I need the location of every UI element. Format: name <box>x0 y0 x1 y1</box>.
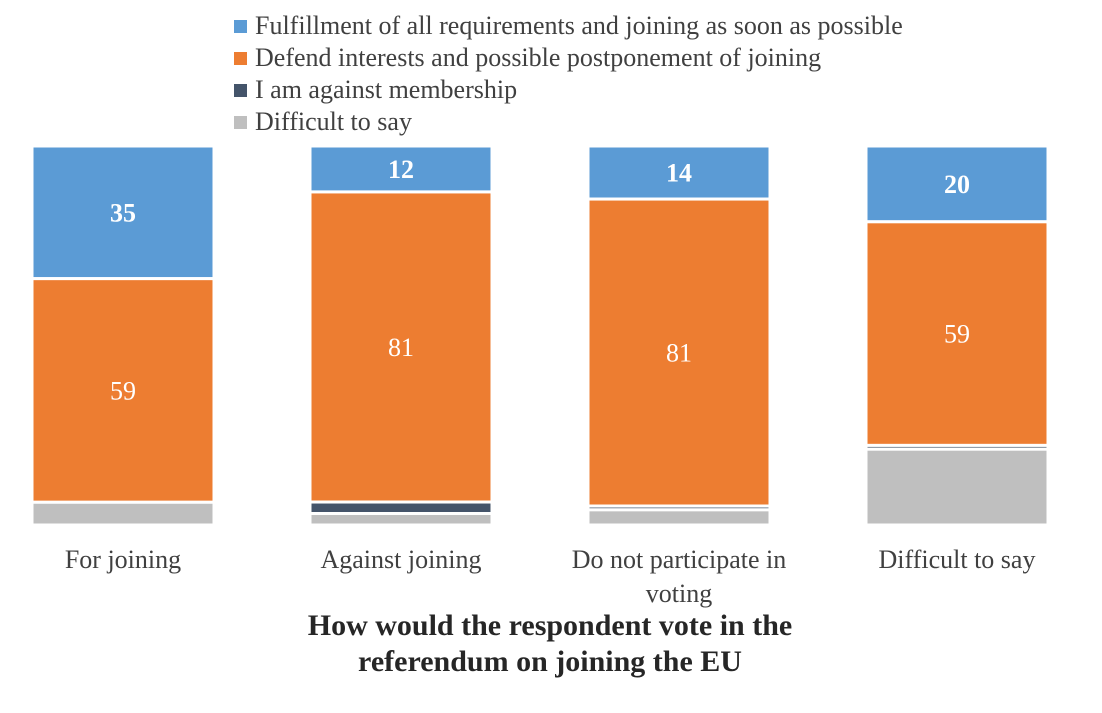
category-label-difficult-to-say: Difficult to say <box>878 545 1036 574</box>
legend-swatch-defend <box>234 51 247 65</box>
bar-segment-difficult-to-say-series-1 <box>864 220 1050 447</box>
legend-item-against: I am against membership <box>234 74 903 106</box>
bar-segment-do-not-participate-in-voting-series-1 <box>586 197 772 508</box>
category-label-for-joining: For joining <box>64 545 182 574</box>
category-label-against-joining: Against joining <box>320 545 482 574</box>
bar-segment-do-not-participate-in-voting-series-3 <box>586 508 772 527</box>
data-label-difficult-to-say-series-0: 20 <box>944 170 970 199</box>
legend-label-defend: Defend interests and possible postponeme… <box>255 43 822 72</box>
data-label-difficult-to-say-series-1: 59 <box>944 320 970 349</box>
legend-item-difficult: Difficult to say <box>234 106 903 138</box>
legend-label-fulfillment: Fulfillment of all requirements and join… <box>255 11 903 40</box>
bar-segment-difficult-to-say-series-0 <box>864 144 1050 224</box>
legend-item-fulfillment: Fulfillment of all requirements and join… <box>234 10 903 42</box>
x-axis-title: How would the respondent vote in the ref… <box>307 609 793 678</box>
legend-swatch-difficult <box>234 115 247 129</box>
bar-segment-against-joining-series-0 <box>308 144 494 194</box>
bar-segment-difficult-to-say-series-3 <box>864 447 1050 527</box>
data-label-against-joining-series-1: 81 <box>388 333 414 362</box>
data-label-do-not-participate-in-voting-series-0: 14 <box>666 159 692 188</box>
legend-swatch-against <box>234 83 247 97</box>
legend-item-defend: Defend interests and possible postponeme… <box>234 42 903 74</box>
chart-legend: Fulfillment of all requirements and join… <box>234 10 903 138</box>
data-label-for-joining-series-0: 35 <box>110 198 136 227</box>
legend-label-against: I am against membership <box>255 75 518 104</box>
legend-label-difficult: Difficult to say <box>255 107 412 136</box>
bar-segment-against-joining-series-2 <box>308 500 494 516</box>
legend-swatch-fulfillment <box>234 19 247 33</box>
bar-segment-against-joining-series-3 <box>308 512 494 527</box>
data-label-against-joining-series-0: 12 <box>388 155 414 184</box>
data-label-do-not-participate-in-voting-series-1: 81 <box>666 339 692 368</box>
category-label-do-not-participate: Do not participate in voting <box>571 545 787 608</box>
bar-segment-against-joining-series-1 <box>308 190 494 504</box>
bar-segment-do-not-participate-in-voting-series-0 <box>586 144 772 201</box>
bar-segment-for-joining-series-3 <box>30 500 216 527</box>
data-label-for-joining-series-1: 59 <box>110 376 136 405</box>
